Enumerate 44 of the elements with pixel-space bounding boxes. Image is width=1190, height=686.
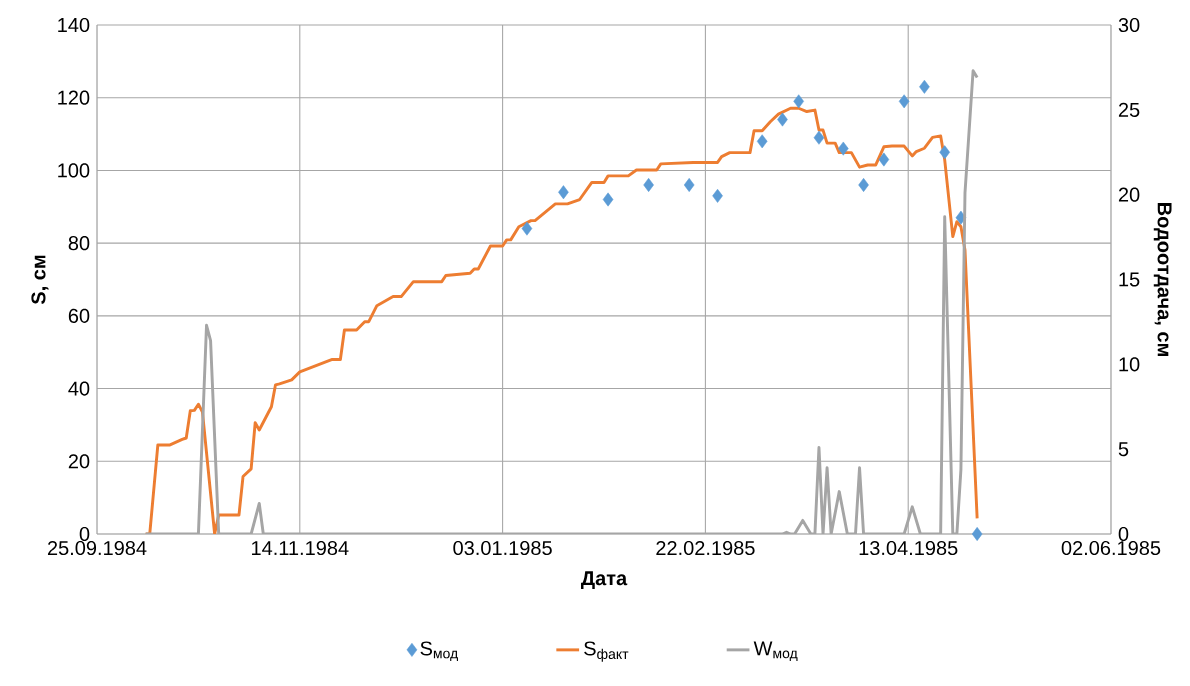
y-tick-label: 80 [68,236,90,251]
point [712,188,723,203]
point [683,178,695,192]
point [919,79,930,94]
point [858,178,869,192]
y2-tick-label: 15 [1119,272,1140,287]
y-tick-label: 60 [68,308,90,323]
point [813,130,825,145]
point [939,145,950,160]
point [971,527,983,541]
x-tick-label: 25.09.1984 [47,540,147,556]
point [793,94,804,109]
legend-label: S$_{мод}$ [420,641,458,662]
y2-tick-label: 30 [1118,17,1140,33]
point [521,221,533,236]
point [756,134,768,149]
point [558,185,569,200]
point [898,94,910,109]
y2-tick-label: 5 [1118,442,1129,457]
y2-axis-title: Водоотдача, см [1153,203,1172,356]
y-tick-label: 0 [79,526,90,542]
y-tick-label: 120 [58,90,90,105]
y-tick-label: 40 [68,381,90,396]
point [878,152,890,167]
point [777,112,788,127]
x-tick-label: 03.01.1985 [453,540,552,556]
x-tick-label: 14.11.1984 [252,540,349,556]
point [838,141,849,156]
y-axis-title: S, см [31,255,49,305]
point [602,192,614,207]
y-tick-label: 100 [58,163,90,178]
y2-tick-label: 25 [1118,102,1140,117]
x-tick-label: 22.02.1985 [656,540,755,556]
y2-tick-label: 20 [1118,187,1140,202]
point [643,178,654,192]
y2-tick-label: 10 [1119,357,1140,372]
x-tick-label: 02.06.1985 [1061,540,1161,556]
legend-label: S$_{факт}$ [584,641,629,662]
x-axis-title: Дата [581,571,628,590]
y2-tick-label: 0 [1118,526,1129,542]
y-tick-label: 140 [58,17,90,33]
y-tick-label: 20 [68,454,90,469]
legend-label: W$_{мод}$ [753,641,798,661]
x-tick-label: 13.04.1985 [859,540,958,556]
